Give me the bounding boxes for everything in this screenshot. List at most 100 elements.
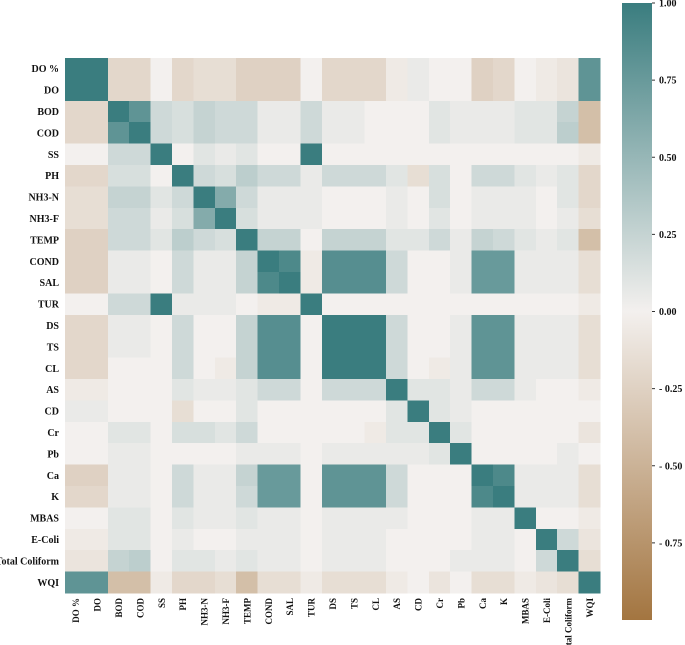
heatmap-cell: [236, 186, 259, 209]
heatmap-cell: [107, 507, 130, 530]
heatmap-cell: [236, 207, 259, 230]
heatmap-cell: [257, 507, 280, 530]
heatmap-cell: [578, 143, 601, 166]
heatmap-cell: [129, 314, 152, 337]
heatmap-cell: [450, 486, 473, 508]
heatmap-cell: [129, 550, 152, 573]
heatmap-cell: [557, 143, 580, 166]
heatmap-cell: [279, 336, 301, 359]
heatmap-cell: [321, 186, 344, 209]
heatmap-cell: [493, 443, 515, 466]
x-tick-label: CL: [371, 598, 381, 611]
heatmap-cell: [65, 250, 87, 273]
heatmap-cell: [193, 336, 216, 359]
heatmap-cell: [300, 165, 323, 187]
heatmap-cell: [279, 486, 301, 508]
heatmap-cell: [236, 229, 259, 252]
heatmap-cell: [386, 165, 408, 187]
heatmap-cell: [471, 464, 494, 487]
heatmap-cell: [578, 336, 601, 359]
heatmap-cell: [236, 165, 259, 187]
heatmap-cell: [578, 421, 601, 444]
heatmap-cell: [535, 58, 558, 80]
heatmap-cell: [578, 186, 601, 209]
heatmap-cell: [471, 357, 494, 380]
heatmap-cell: [236, 100, 259, 123]
heatmap-cell: [321, 79, 344, 102]
heatmap-cell: [214, 421, 237, 444]
heatmap-cell: [257, 272, 280, 294]
heatmap-cell: [557, 336, 580, 359]
heatmap-cell: [257, 336, 280, 359]
heatmap-cell: [257, 186, 280, 209]
heatmap-cell: [214, 486, 237, 508]
heatmap-cell: [129, 207, 152, 230]
heatmap-cell: [428, 357, 451, 380]
heatmap-cell: [407, 443, 430, 466]
heatmap-cell: [343, 336, 366, 359]
heatmap-cell: [86, 336, 109, 359]
heatmap-cell: [450, 165, 473, 187]
heatmap-cell: [407, 165, 430, 187]
heatmap-cell: [129, 528, 152, 551]
x-tick-label: NH3-N: [200, 598, 210, 626]
heatmap-cell: [236, 293, 259, 316]
heatmap-cell: [407, 486, 430, 508]
heatmap-cell: [172, 464, 194, 487]
heatmap-cell: [236, 79, 259, 102]
heatmap-cell: [343, 229, 366, 252]
heatmap-cell: [364, 400, 387, 423]
heatmap-cell: [129, 229, 152, 252]
x-tick-label: TUR: [307, 598, 317, 618]
heatmap-cell: [578, 165, 601, 187]
heatmap-cell: [578, 379, 601, 401]
heatmap-cell: [407, 58, 430, 80]
heatmap-cell: [493, 550, 515, 573]
heatmap-cell: [535, 186, 558, 209]
heatmap-cell: [343, 464, 366, 487]
heatmap-cell: [193, 122, 216, 145]
heatmap-cell: [214, 379, 237, 401]
heatmap-cell: [386, 379, 408, 401]
heatmap-cell: [300, 357, 323, 380]
heatmap-cell: [364, 293, 387, 316]
heatmap-cell: [150, 379, 173, 401]
heatmap-cell: [214, 571, 237, 594]
heatmap-cell: [450, 357, 473, 380]
colorbar-tick-label: 0.75: [659, 76, 677, 87]
heatmap-cell: [343, 550, 366, 573]
heatmap-cell: [86, 165, 109, 187]
heatmap-cell: [535, 486, 558, 508]
y-tick-label: E-Coli: [31, 535, 59, 546]
heatmap-cell: [107, 58, 130, 80]
heatmap-cell: [493, 272, 515, 294]
heatmap-cell: [107, 421, 130, 444]
colorbar: [622, 3, 652, 620]
heatmap-cell: [578, 486, 601, 508]
heatmap-cell: [86, 550, 109, 573]
heatmap-cell: [343, 486, 366, 508]
heatmap-cell: [172, 336, 194, 359]
heatmap-cell: [578, 314, 601, 337]
heatmap-cell: [257, 464, 280, 487]
heatmap-cell: [364, 528, 387, 551]
heatmap-cell: [514, 464, 537, 487]
heatmap-cell: [279, 58, 301, 80]
heatmap-cell: [150, 507, 173, 530]
heatmap-cell: [172, 379, 194, 401]
heatmap-cell: [535, 528, 558, 551]
heatmap-cell: [428, 379, 451, 401]
x-tick-label: TS: [349, 598, 359, 609]
heatmap-cell: [514, 165, 537, 187]
heatmap-cell: [386, 464, 408, 487]
heatmap-cell: [279, 507, 301, 530]
heatmap-cell: [493, 400, 515, 423]
heatmap-cell: [514, 272, 537, 294]
heatmap-cell: [450, 571, 473, 594]
heatmap-cell: [300, 421, 323, 444]
heatmap-cell: [193, 357, 216, 380]
heatmap-cell: [343, 100, 366, 123]
heatmap-cell: [514, 400, 537, 423]
heatmap-cell: [493, 122, 515, 145]
